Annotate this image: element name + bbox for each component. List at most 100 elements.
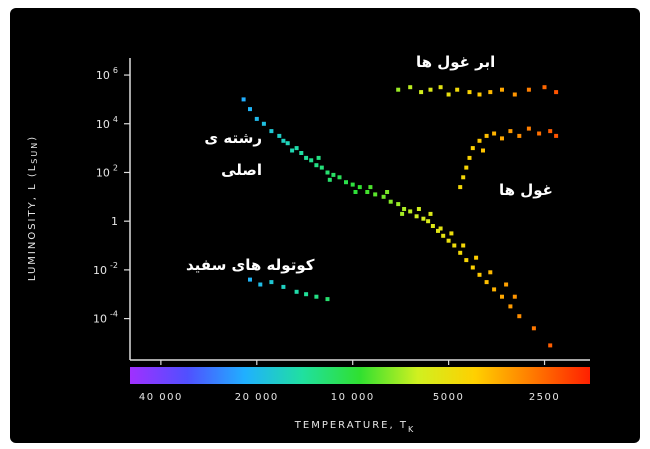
star-point-main-sequence [441,233,446,238]
star-point-supergiants [438,85,443,90]
star-point-supergiants [455,87,460,92]
star-point-giants [492,131,497,136]
star-point-main-sequence [299,151,304,155]
star-point-main-sequence [357,185,362,190]
star-point-main-sequence [254,116,259,121]
star-point-main-sequence [248,107,252,112]
star-point-main-sequence [421,216,426,221]
axes [129,58,590,361]
star-point-white-dwarfs [269,280,274,285]
y-axis-title: LUMINOSITY, L (LSUN) [27,135,39,281]
star-point-main-sequence [464,258,469,263]
star-point-supergiants [500,87,504,92]
star-point-giants [517,133,522,138]
y-tick-label: 1 [111,215,118,228]
star-point-main-sequence [548,343,553,348]
star-point-white-dwarfs [294,289,299,294]
star-point-main-sequence [492,287,497,292]
star-point-white-dwarfs [258,282,263,287]
star-points [241,85,559,348]
star-point-main-sequence [277,133,282,138]
star-point-main-sequence [428,211,433,216]
star-point-main-sequence [269,129,274,134]
star-point-supergiants [446,92,451,97]
star-point-giants [500,136,504,141]
label-white-dwarfs: کوتوله های سفید [186,256,315,274]
star-point-main-sequence [381,194,386,199]
star-point-main-sequence [327,177,332,182]
star-point-main-sequence [385,190,390,194]
star-point-main-sequence [261,121,266,126]
y-tick-label: 10 -2 [93,261,118,277]
star-point-main-sequence [337,175,342,180]
star-point-main-sequence [290,148,295,153]
star-point-main-sequence [500,294,504,299]
star-point-main-sequence [316,155,321,160]
label-giants: غول ها [499,181,553,199]
star-point-white-dwarfs [304,292,309,297]
y-tick-label: 10 -4 [93,310,118,326]
star-point-main-sequence [319,165,324,170]
star-point-supergiants [554,90,559,95]
star-point-main-sequence [325,170,330,175]
label-main-sequence: رشته ی اصلی [204,129,262,179]
star-point-giants [508,129,513,134]
star-point-giants [526,126,531,131]
star-point-main-sequence [426,219,431,224]
star-point-main-sequence [241,97,246,102]
star-point-giants [470,146,475,151]
x-tick-label: 40 000 [139,392,183,403]
star-point-supergiants [488,90,493,95]
star-point-main-sequence [285,141,290,146]
star-point-main-sequence [309,158,314,163]
star-point-main-sequence [446,238,451,243]
star-point-main-sequence [373,192,378,197]
star-point-supergiants [396,87,401,92]
star-point-main-sequence [512,294,517,299]
star-point-main-sequence [477,272,482,277]
star-point-main-sequence [400,211,405,216]
y-tick-label: 10 6 [96,66,118,82]
chart-frame: 10 6 10 4 10 2 1 10 -2 10 -4 40 000 20 000 10 000 500… [10,8,640,443]
star-point-main-sequence [484,280,489,285]
star-point-supergiants [408,85,413,90]
star-point-main-sequence [402,207,407,211]
hr-diagram-plot: 10 6 10 4 10 2 1 10 -2 10 -4 40 000 20 000 10 000 500… [27,58,590,434]
star-point-white-dwarfs [314,294,319,299]
star-point-supergiants [542,85,547,90]
star-point-main-sequence [344,180,348,185]
star-point-white-dwarfs [325,297,330,302]
star-point-main-sequence [488,270,493,275]
star-point-main-sequence [470,265,475,270]
star-point-main-sequence [365,190,370,194]
x-tick-label: 10 000 [331,392,375,403]
star-point-giants [484,133,489,138]
star-point-giants [554,133,559,138]
star-point-main-sequence [508,304,513,309]
star-point-main-sequence [458,250,463,255]
star-point-main-sequence [461,243,466,248]
star-point-supergiants [428,87,433,92]
star-point-main-sequence [531,326,536,331]
y-tick-label: 10 2 [96,163,118,179]
star-point-supergiants [419,90,424,95]
y-tick-label: 10 4 [96,115,118,131]
star-point-giants [461,175,466,180]
star-point-supergiants [526,87,531,92]
star-point-main-sequence [449,231,454,236]
x-tick-labels: 40 000 20 000 10 000 5000 2500 [139,360,559,403]
star-point-giants [467,155,472,160]
star-point-supergiants [512,92,517,97]
star-point-main-sequence [350,182,355,187]
star-point-main-sequence [331,172,336,177]
star-point-main-sequence [396,202,401,207]
star-point-giants [464,165,469,170]
star-point-giants [537,131,542,136]
star-point-main-sequence [517,314,522,319]
star-point-main-sequence [294,146,299,151]
y-tick-labels: 10 6 10 4 10 2 1 10 -2 10 -4 [93,66,130,326]
star-point-supergiants [467,90,472,95]
star-point-main-sequence [416,207,421,211]
x-tick-label: 20 000 [235,392,279,403]
star-point-main-sequence [430,224,435,228]
